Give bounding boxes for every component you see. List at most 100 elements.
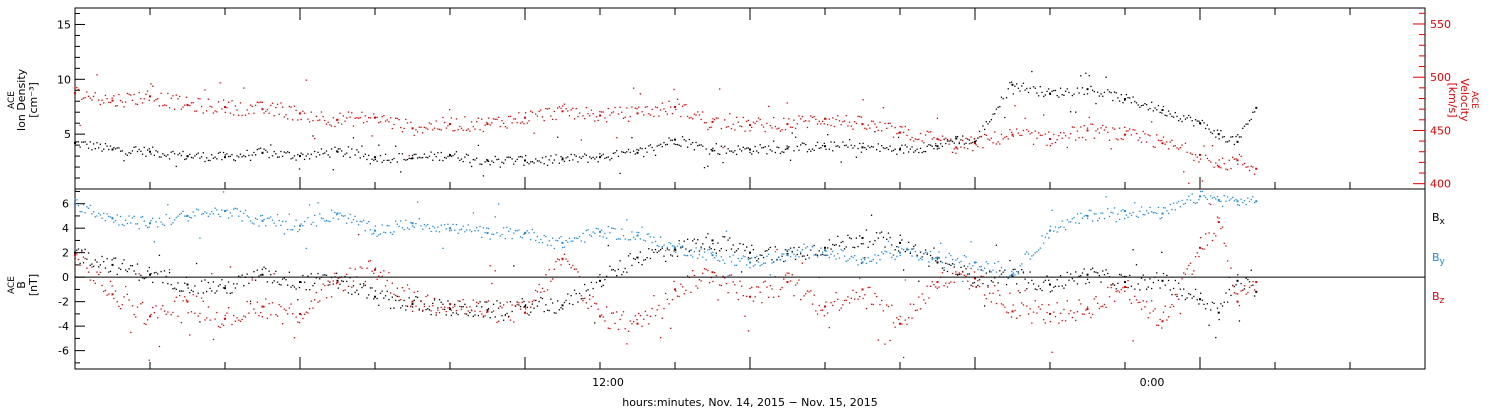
bx-texture-dot	[1203, 303, 1205, 305]
bx-texture-dot	[308, 289, 311, 291]
density-texture-dot	[290, 158, 292, 160]
density-texture-dot	[202, 152, 204, 154]
by-texture-dot	[781, 253, 783, 255]
velocity-texture-dot	[1238, 153, 1241, 156]
density-texture-dot	[681, 136, 684, 138]
by-texture-dot	[315, 225, 318, 227]
density-texture-dot	[872, 146, 874, 148]
by-texture-dot	[1014, 274, 1016, 276]
by-texture-dot	[1191, 193, 1193, 195]
by-texture-dot	[497, 203, 500, 205]
density-texture-dot	[1068, 91, 1070, 94]
bz-texture-dot	[1021, 302, 1023, 304]
bz-texture-dot	[170, 314, 172, 316]
density-texture-dot	[1206, 124, 1209, 126]
bx-texture-dot	[540, 296, 542, 299]
density-texture-dot	[1032, 86, 1035, 88]
by-texture-dot	[1238, 204, 1241, 207]
density-texture-dot	[1238, 136, 1241, 138]
by-texture-dot	[211, 210, 213, 213]
by-texture-dot	[1154, 211, 1156, 214]
bz-texture-dot	[1252, 280, 1254, 283]
bz-texture-dot	[79, 264, 81, 266]
bz-texture-dot	[519, 308, 522, 310]
velocity-texture-dot	[815, 118, 817, 121]
bz-texture-dot	[686, 275, 689, 277]
velocity-point	[1199, 153, 1201, 156]
density-texture-dot	[1048, 88, 1050, 90]
density-texture-dot	[729, 150, 731, 152]
velocity-texture-dot	[1063, 132, 1065, 134]
bz-texture-dot	[352, 280, 355, 282]
by-texture-dot	[263, 218, 265, 220]
bz-texture-dot	[236, 317, 238, 319]
by-texture-dot	[794, 255, 797, 257]
density-texture-dot	[1095, 102, 1097, 105]
velocity-texture-dot	[314, 137, 316, 140]
bx-texture-dot	[432, 302, 434, 305]
velocity-point	[224, 106, 226, 109]
by-texture-dot	[346, 222, 348, 224]
bx-texture-dot	[762, 256, 765, 259]
bz-texture-dot	[1152, 310, 1155, 312]
by-texture-dot	[492, 233, 495, 236]
bx-texture-dot	[126, 270, 129, 273]
velocity-texture-dot	[346, 117, 348, 119]
density-texture-dot	[298, 168, 301, 170]
density-texture-dot	[671, 139, 674, 141]
velocity-texture-dot	[1137, 139, 1139, 141]
bz-texture-dot	[513, 321, 515, 323]
bz-texture-dot	[648, 323, 650, 325]
velocity-texture-dot	[1184, 142, 1187, 144]
velocity-texture-dot	[563, 103, 566, 105]
density-texture-dot	[595, 156, 598, 158]
density-texture-dot	[1043, 95, 1045, 98]
density-texture-dot	[658, 144, 660, 146]
bz-texture-dot	[671, 298, 674, 301]
velocity-texture-dot	[688, 117, 690, 119]
density-texture-dot	[327, 154, 329, 156]
bx-texture-dot	[300, 281, 302, 283]
bx-texture-dot	[612, 268, 615, 271]
bx-texture-dot	[921, 256, 923, 258]
velocity-texture-dot	[170, 97, 172, 100]
density-texture-dot	[970, 142, 972, 144]
velocity-texture-dot	[231, 100, 233, 102]
density-point	[1011, 83, 1014, 86]
velocity-texture-dot	[219, 82, 221, 84]
density-texture-dot	[956, 135, 959, 138]
density-texture-dot	[254, 154, 257, 156]
bx-texture-dot	[607, 244, 609, 247]
velocity-texture-dot	[852, 128, 854, 130]
bz-texture-dot	[251, 279, 253, 281]
by-texture-dot	[958, 261, 960, 264]
density-texture-dot	[249, 159, 252, 161]
density-texture-dot	[911, 146, 913, 148]
velocity-texture-dot	[278, 113, 280, 115]
by-texture-dot	[717, 259, 719, 262]
velocity-texture-dot	[884, 122, 886, 125]
velocity-texture-dot	[953, 148, 955, 150]
velocity-texture-dot	[1031, 132, 1033, 134]
density-texture-dot	[179, 152, 181, 155]
velocity-texture-dot	[719, 88, 721, 90]
velocity-texture-dot	[989, 139, 991, 141]
bz-texture-dot	[692, 269, 694, 272]
density-texture-dot	[168, 158, 171, 160]
bz-texture-dot	[244, 316, 247, 318]
bx-texture-dot	[123, 259, 125, 261]
by-texture-dot	[91, 213, 93, 215]
bx-texture-dot	[1145, 288, 1148, 290]
by-texture-dot	[238, 215, 240, 217]
density-texture-dot	[123, 160, 125, 162]
velocity-texture-dot	[982, 147, 984, 149]
density-texture-dot	[103, 148, 105, 150]
velocity-texture-dot	[116, 105, 118, 107]
bz-texture-dot	[1027, 313, 1030, 315]
density-texture-dot	[1103, 91, 1106, 94]
by-texture-dot	[994, 262, 996, 264]
velocity-texture-dot	[1230, 167, 1232, 170]
velocity-texture-dot	[455, 118, 458, 120]
density-texture-dot	[413, 153, 415, 156]
bx-texture-dot	[1240, 282, 1242, 285]
